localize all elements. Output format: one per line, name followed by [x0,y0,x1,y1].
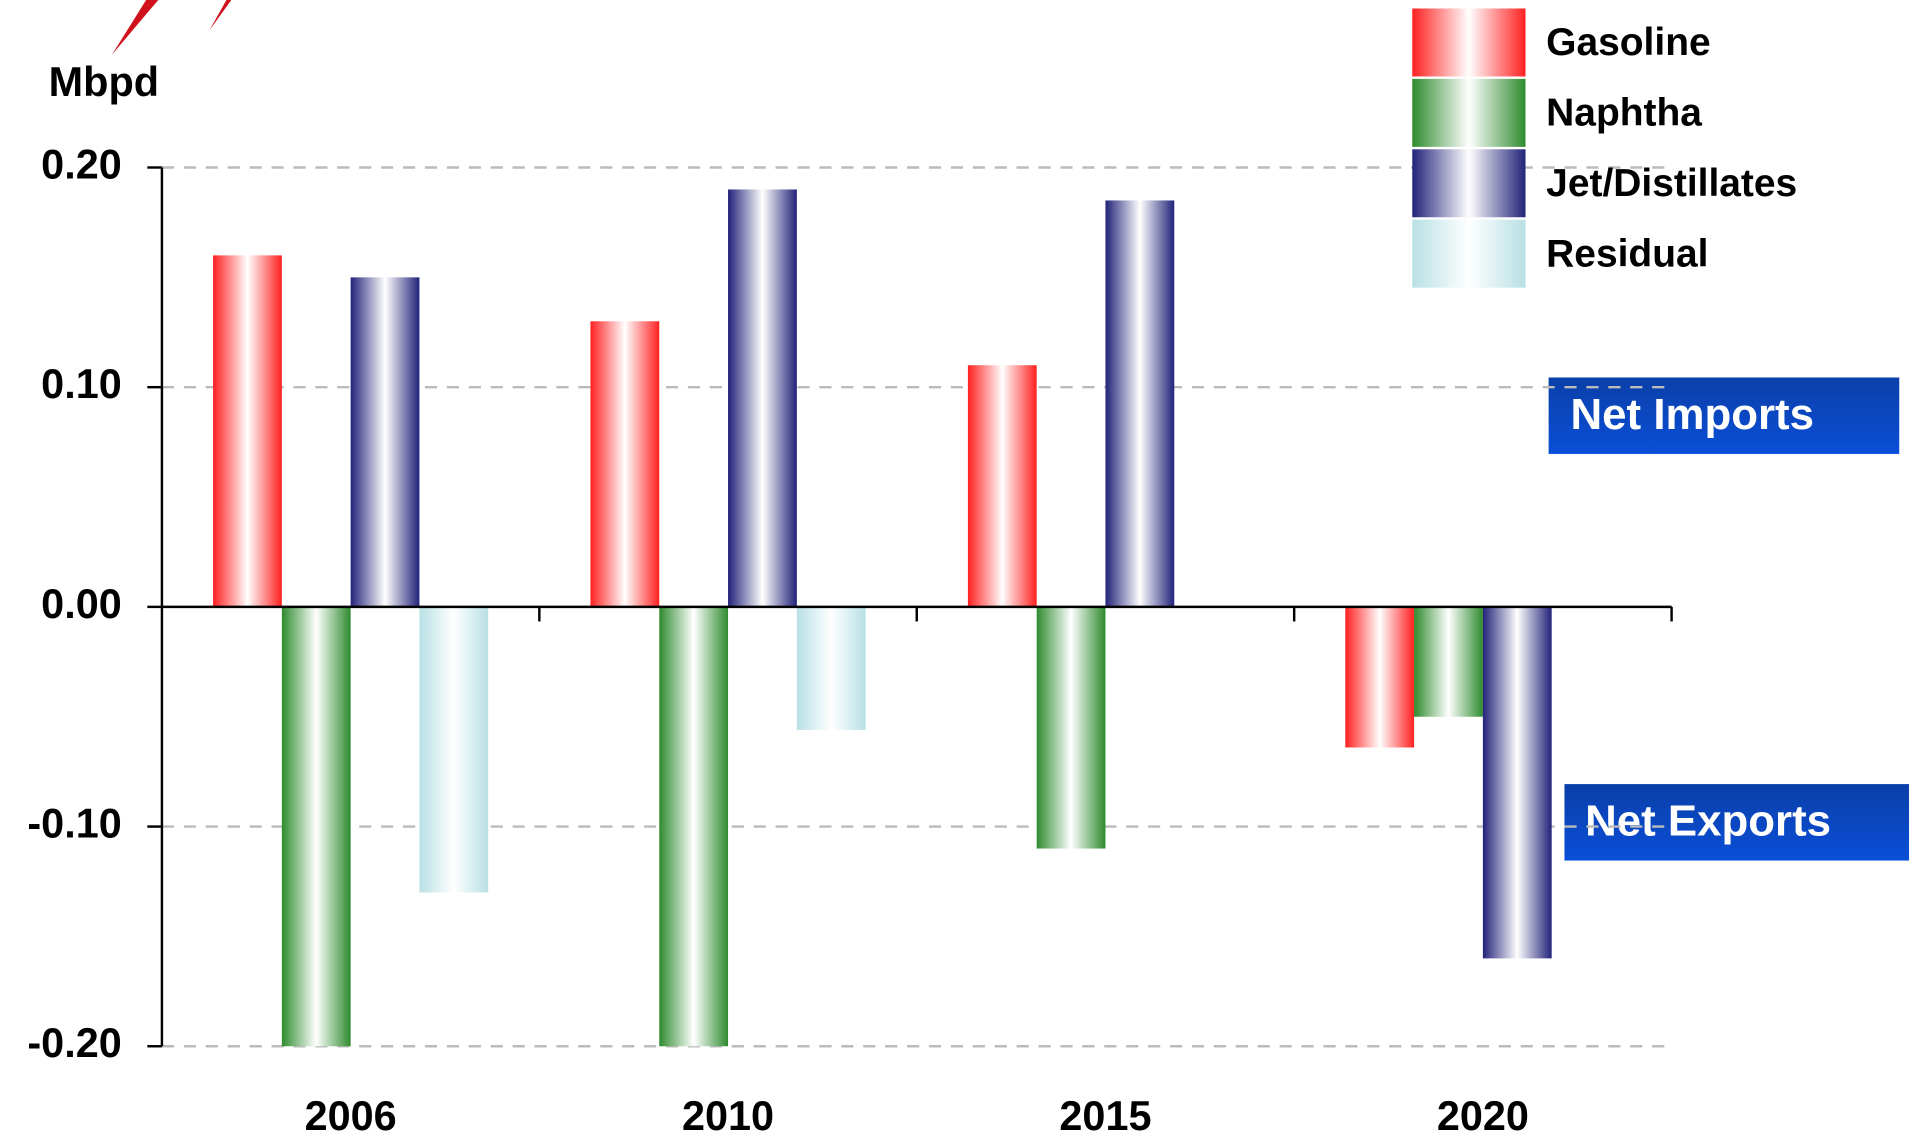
y-tick-label: -0.10 [27,801,121,847]
legend-label: Naphtha [1546,92,1702,135]
bar [1036,606,1106,849]
bar [590,321,660,607]
y-axis-label: Mbpd [49,59,159,105]
legend-label: Residual [1546,232,1708,275]
bar [1414,606,1483,717]
legend-swatch [1412,78,1526,147]
bar [281,606,351,1047]
bar [659,606,729,1047]
bar [796,606,866,730]
legend-label: Jet/Distillates [1546,162,1797,205]
bar [350,277,420,607]
annotation: Net Exports [1585,797,1831,846]
annotation: Net Imports [1571,390,1814,439]
bar [1105,200,1175,607]
x-tick-label: 2020 [1437,1093,1529,1139]
bar [967,365,1037,607]
y-tick-label: 0.20 [41,141,122,187]
y-tick-label: -0.20 [27,1020,121,1066]
bar [1482,606,1552,959]
legend-swatch [1412,8,1526,77]
y-tick-label: 0.00 [41,581,122,627]
bar [728,189,797,607]
legend-label: Gasoline [1546,21,1710,64]
bar [1345,606,1415,748]
legend-swatch [1412,149,1526,218]
logo-fragment [112,0,232,55]
bar [213,255,282,607]
x-tick-label: 2010 [682,1093,774,1139]
annotation-box [1548,377,1900,454]
bar [419,606,489,893]
legend-swatch [1412,219,1526,288]
y-tick-label: 0.10 [41,361,122,407]
x-tick-label: 2006 [305,1093,397,1139]
x-tick-label: 2015 [1059,1093,1151,1139]
annotation-box [1564,784,1909,861]
